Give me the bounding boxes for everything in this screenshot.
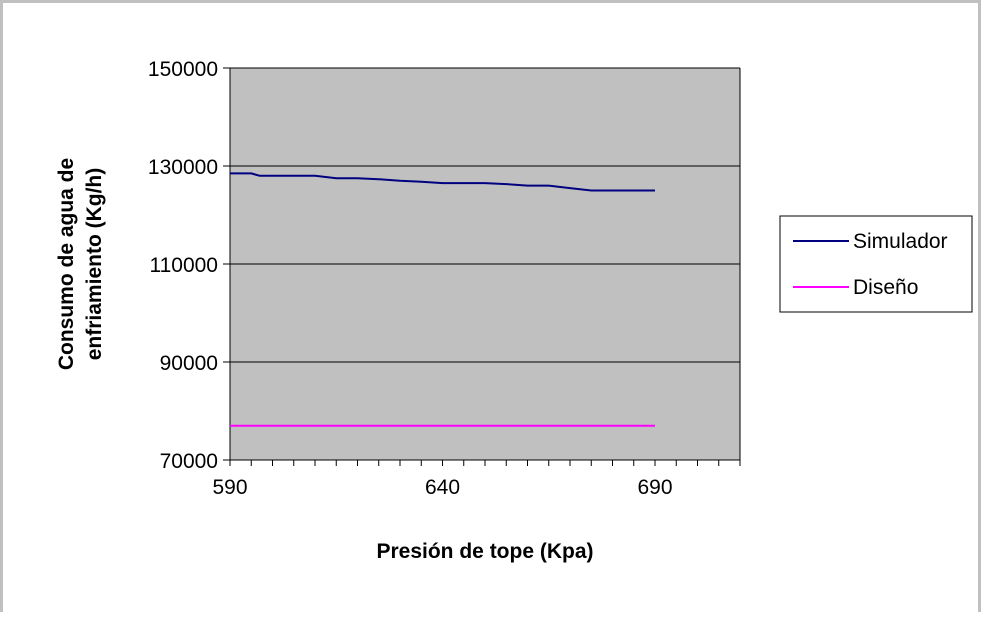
legend-label-diseno: Diseño [853,276,918,299]
series-lines [230,172,655,427]
x-tick-label-690: 690 [637,476,672,499]
y-axis-title: Consumo de agua de enfriamiento (Kg/h) [55,158,106,370]
legend-box [779,215,973,313]
x-tick-label-590: 590 [212,476,247,499]
legend-label-simulador: Simulador [853,230,948,253]
x-tick-label-640: 640 [425,476,460,499]
y-axis-title-line-1: Consumo de agua de [55,158,78,370]
y-tick-label-110000: 110000 [149,254,218,277]
axes [223,67,741,466]
series-line-simulador [230,172,655,192]
gridlines [230,67,740,363]
tick-labels: 70000 90000 110000 130000 150000 590 640 690 [148,58,673,499]
legend: Simulador Diseño [779,215,973,313]
line-chart: 70000 90000 110000 130000 150000 590 640 690 Pr… [55,58,973,563]
y-axis-title-line-2: enfriamiento (Kg/h) [83,168,106,361]
y-tick-label-70000: 70000 [160,450,218,473]
x-axis-title: Presión de tope (Kpa) [376,540,593,563]
y-tick-label-150000: 150000 [148,58,218,81]
y-tick-label-90000: 90000 [160,352,218,375]
y-tick-label-130000: 130000 [148,156,218,179]
